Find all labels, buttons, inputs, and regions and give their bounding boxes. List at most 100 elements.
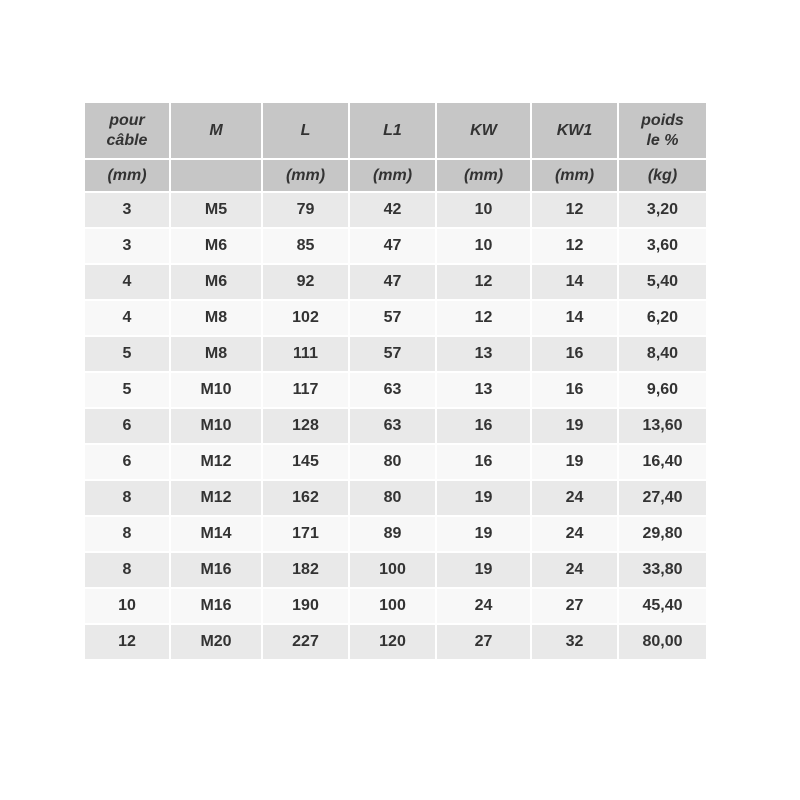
column-unit: (mm) <box>85 160 169 191</box>
table-cell: 145 <box>263 445 348 479</box>
table-cell: 120 <box>350 625 435 659</box>
table-cell: 100 <box>350 589 435 623</box>
header-row-units: (mm) (mm) (mm) (mm) (mm) (kg) <box>85 160 706 191</box>
table-cell: 6 <box>85 445 169 479</box>
table-cell: 47 <box>350 265 435 299</box>
table-row: 8 M12 162 80 19 24 27,40 <box>85 481 706 515</box>
column-unit: (mm) <box>532 160 617 191</box>
table-cell: 6 <box>85 409 169 443</box>
table-cell: 10 <box>85 589 169 623</box>
table-row: 3 M5 79 42 10 12 3,20 <box>85 193 706 227</box>
table-row: 3 M6 85 47 10 12 3,60 <box>85 229 706 263</box>
table-cell: 171 <box>263 517 348 551</box>
column-header: L1 <box>350 103 435 158</box>
table-cell: 16 <box>437 409 530 443</box>
column-header: pour câble <box>85 103 169 158</box>
header-row-labels: pour câble M L L1 KW KW1 poids le % <box>85 103 706 158</box>
table-cell: 89 <box>350 517 435 551</box>
table-cell: 8,40 <box>619 337 706 371</box>
table-cell: M14 <box>171 517 261 551</box>
table-cell: 27,40 <box>619 481 706 515</box>
table-cell: 19 <box>532 409 617 443</box>
table-cell: 10 <box>437 193 530 227</box>
table-cell: M8 <box>171 301 261 335</box>
table-cell: 102 <box>263 301 348 335</box>
table-cell: 14 <box>532 265 617 299</box>
table-cell: M12 <box>171 445 261 479</box>
specs-table-container: pour câble M L L1 KW KW1 poids le % (mm) (mm) (m… <box>83 101 708 661</box>
table-row: 8 M14 171 89 19 24 29,80 <box>85 517 706 551</box>
table-cell: 92 <box>263 265 348 299</box>
column-header: L <box>263 103 348 158</box>
table-cell: 33,80 <box>619 553 706 587</box>
table-cell: M16 <box>171 589 261 623</box>
table-cell: 4 <box>85 301 169 335</box>
column-unit: (kg) <box>619 160 706 191</box>
table-body: 3 M5 79 42 10 12 3,20 3 M6 85 47 10 12 3,60 4 M6 92 47 12 1… <box>85 193 706 659</box>
table-cell: 63 <box>350 409 435 443</box>
column-unit: (mm) <box>437 160 530 191</box>
table-cell: 3 <box>85 193 169 227</box>
table-cell: 5 <box>85 337 169 371</box>
table-cell: M10 <box>171 409 261 443</box>
table-cell: 111 <box>263 337 348 371</box>
table-cell: 13 <box>437 337 530 371</box>
specs-table: pour câble M L L1 KW KW1 poids le % (mm) (mm) (m… <box>83 101 708 661</box>
table-cell: 27 <box>437 625 530 659</box>
table-cell: 16 <box>437 445 530 479</box>
table-row: 5 M8 111 57 13 16 8,40 <box>85 337 706 371</box>
table-cell: 13,60 <box>619 409 706 443</box>
table-cell: 80 <box>350 481 435 515</box>
table-cell: M16 <box>171 553 261 587</box>
column-unit: (mm) <box>263 160 348 191</box>
table-cell: 45,40 <box>619 589 706 623</box>
table-row: 6 M12 145 80 16 19 16,40 <box>85 445 706 479</box>
table-cell: 16,40 <box>619 445 706 479</box>
table-cell: 16 <box>532 337 617 371</box>
table-cell: 227 <box>263 625 348 659</box>
table-cell: 80 <box>350 445 435 479</box>
table-cell: 6,20 <box>619 301 706 335</box>
table-cell: 19 <box>437 517 530 551</box>
table-cell: 100 <box>350 553 435 587</box>
table-row: 4 M8 102 57 12 14 6,20 <box>85 301 706 335</box>
table-cell: 19 <box>437 481 530 515</box>
table-cell: 42 <box>350 193 435 227</box>
table-cell: 57 <box>350 337 435 371</box>
table-cell: 29,80 <box>619 517 706 551</box>
table-cell: 8 <box>85 553 169 587</box>
table-cell: 63 <box>350 373 435 407</box>
table-cell: 128 <box>263 409 348 443</box>
column-header: poids le % <box>619 103 706 158</box>
table-cell: 57 <box>350 301 435 335</box>
table-cell: 24 <box>532 553 617 587</box>
table-cell: 12 <box>437 301 530 335</box>
column-header: M <box>171 103 261 158</box>
column-unit <box>171 160 261 191</box>
table-row: 6 M10 128 63 16 19 13,60 <box>85 409 706 443</box>
table-cell: 4 <box>85 265 169 299</box>
table-cell: M12 <box>171 481 261 515</box>
table-cell: 32 <box>532 625 617 659</box>
table-cell: 80,00 <box>619 625 706 659</box>
table-row: 5 M10 117 63 13 16 9,60 <box>85 373 706 407</box>
table-cell: 5 <box>85 373 169 407</box>
table-cell: 47 <box>350 229 435 263</box>
table-cell: 24 <box>437 589 530 623</box>
table-cell: 162 <box>263 481 348 515</box>
table-cell: 182 <box>263 553 348 587</box>
table-cell: 117 <box>263 373 348 407</box>
table-cell: 8 <box>85 481 169 515</box>
table-cell: 24 <box>532 517 617 551</box>
table-cell: 24 <box>532 481 617 515</box>
table-row: 12 M20 227 120 27 32 80,00 <box>85 625 706 659</box>
table-cell: 85 <box>263 229 348 263</box>
column-header: KW1 <box>532 103 617 158</box>
table-cell: M5 <box>171 193 261 227</box>
table-cell: 12 <box>437 265 530 299</box>
column-unit: (mm) <box>350 160 435 191</box>
table-row: 4 M6 92 47 12 14 5,40 <box>85 265 706 299</box>
table-cell: M6 <box>171 265 261 299</box>
table-cell: 12 <box>532 229 617 263</box>
table-cell: 12 <box>85 625 169 659</box>
